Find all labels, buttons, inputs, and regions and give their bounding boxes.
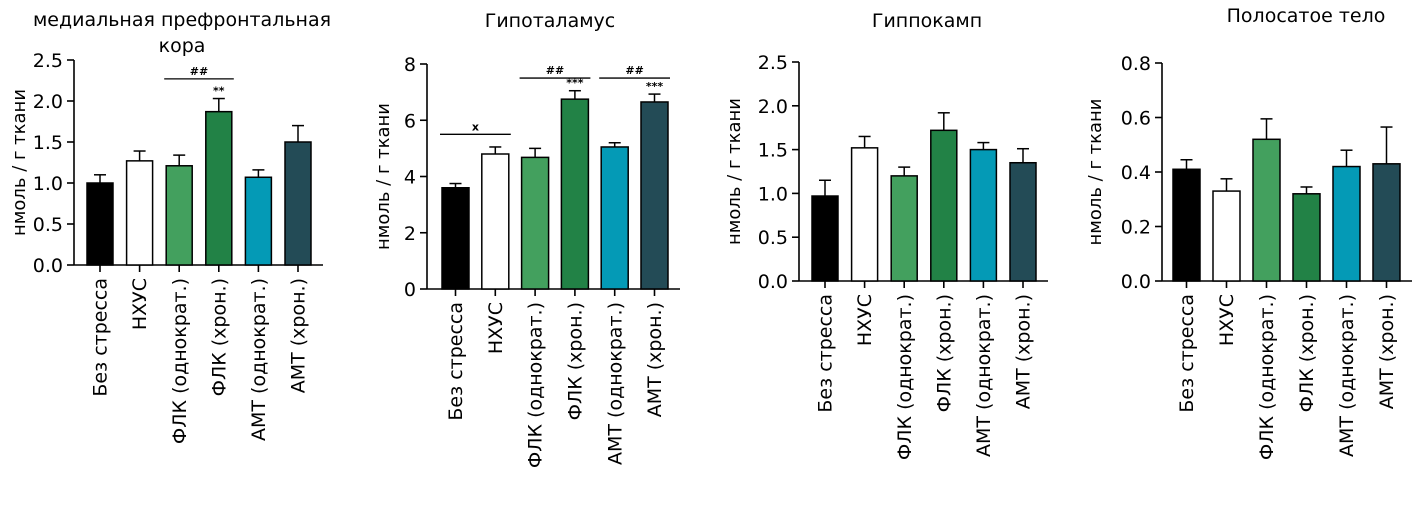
y-tick-label: 0: [404, 279, 416, 301]
x-category-label: Без стресса: [1176, 294, 1198, 413]
bar: [811, 195, 839, 282]
bar: [969, 148, 998, 282]
y-tick-label: 0.5: [33, 214, 63, 236]
y-tick-label: 0.0: [33, 255, 63, 277]
x-category-label: ФЛК (хрон.): [565, 302, 587, 420]
y-axis-label: нмоль / г ткани: [1085, 98, 1106, 245]
y-tick-label: 0.0: [758, 271, 788, 293]
significance-label: ##: [625, 64, 643, 77]
y-tick-label: 2.0: [33, 91, 63, 113]
bar: [600, 146, 629, 290]
x-category-label: Без стресса: [445, 302, 467, 421]
y-axis-label: нмоль / г ткани: [724, 98, 745, 245]
bar: [1332, 165, 1361, 282]
chart-title: кора: [159, 35, 206, 57]
y-tick-label: 1.5: [33, 132, 63, 154]
significance-stars: ***: [646, 80, 664, 93]
bar: [640, 101, 669, 290]
y-tick-label: 0.8: [1121, 53, 1151, 75]
x-category-label: НХУС: [485, 302, 507, 354]
bar: [125, 160, 154, 266]
y-tick-label: 2.5: [758, 52, 788, 74]
x-category-label: ФЛК (однократ.): [169, 278, 191, 444]
bar: [1172, 168, 1201, 282]
x-category-label: АМТ (хрон.): [1013, 294, 1035, 409]
bar: [244, 176, 273, 266]
y-tick-label: 6: [404, 110, 416, 132]
bar: [560, 98, 590, 290]
x-category-label: АМТ (хрон.): [288, 278, 310, 393]
bar: [1252, 138, 1281, 282]
x-category-label: ФЛК (однократ.): [525, 302, 547, 468]
bar: [1292, 193, 1321, 282]
bar: [1372, 163, 1401, 282]
x-category-label: ФЛК (хрон.): [933, 294, 955, 412]
x-category-label: АМТ (однократ.): [604, 302, 626, 465]
chart-title: Полосатое тело: [1227, 5, 1386, 27]
significance-label: x: [472, 120, 479, 133]
chart-panel-1: медиальная префронтальная кора нмоль / г т…: [9, 9, 331, 444]
x-category-label: НХУС: [129, 278, 151, 330]
y-tick-label: 1.0: [758, 183, 788, 205]
x-category-label: ФЛК (однократ.): [1256, 294, 1278, 460]
bar: [481, 153, 510, 290]
y-tick-label: 2: [404, 223, 416, 245]
x-category-label: АМТ (хрон.): [644, 302, 666, 417]
y-tick-label: 1.0: [33, 173, 63, 195]
y-axis-label: нмоль / г ткани: [373, 103, 394, 250]
significance-label: ##: [546, 64, 564, 77]
x-category-label: НХУС: [854, 294, 876, 346]
x-category-label: Без стресса: [90, 278, 112, 397]
y-tick-label: 0.0: [1121, 271, 1151, 293]
bar: [930, 129, 958, 282]
bar: [1009, 161, 1037, 282]
y-tick-label: 1.5: [758, 140, 788, 162]
bar: [284, 141, 312, 266]
y-tick-label: 4: [404, 167, 416, 189]
y-tick-label: 2.5: [33, 50, 63, 72]
x-category-label: АМТ (хрон.): [1376, 294, 1398, 409]
chart-panel-3: Гиппокамп нмоль / г ткани 0.0 0.5 1.0 1.5 2.0 2…: [724, 10, 1048, 460]
y-axis-label: нмоль / г ткани: [9, 89, 30, 236]
bar: [890, 175, 918, 282]
significance-label: ##: [190, 65, 208, 78]
x-category-label: ФЛК (хрон.): [1296, 294, 1318, 412]
chart-panel-2: Гипоталамус нмоль / г ткани 0 2 4 6 8 Без стрес…: [373, 10, 680, 468]
y-tick-label: 2.0: [758, 96, 788, 118]
x-category-label: НХУС: [1216, 294, 1238, 346]
chart-title: Гипоталамус: [485, 10, 616, 32]
x-category-label: АМТ (однократ.): [248, 278, 270, 441]
x-category-label: ФЛК (хрон.): [208, 278, 230, 396]
y-tick-label: 0.5: [758, 227, 788, 249]
bar: [1212, 190, 1241, 282]
bar: [86, 182, 114, 266]
x-category-label: АМТ (однократ.): [1336, 294, 1358, 457]
y-tick-label: 0.2: [1121, 217, 1151, 239]
x-category-label: АМТ (однократ.): [973, 294, 995, 457]
chart-panel-4: Полосатое тело нмоль / г ткани 0.0 0.2 0.4 0.…: [1085, 5, 1412, 460]
significance-stars: **: [213, 85, 225, 98]
chart-title: Гиппокамп: [872, 10, 982, 32]
significance-stars: ***: [566, 77, 584, 90]
y-tick-label: 0.6: [1121, 108, 1151, 130]
y-tick-label: 0.4: [1121, 162, 1151, 184]
x-category-label: Без стресса: [815, 294, 837, 413]
chart-title: медиальная префронтальная: [33, 9, 331, 31]
bar: [520, 156, 550, 290]
bar: [441, 187, 470, 290]
bar: [165, 165, 193, 266]
bar: [850, 147, 879, 282]
y-tick-label: 8: [404, 54, 416, 76]
bar: [205, 110, 233, 266]
x-category-label: ФЛК (однократ.): [894, 294, 916, 460]
